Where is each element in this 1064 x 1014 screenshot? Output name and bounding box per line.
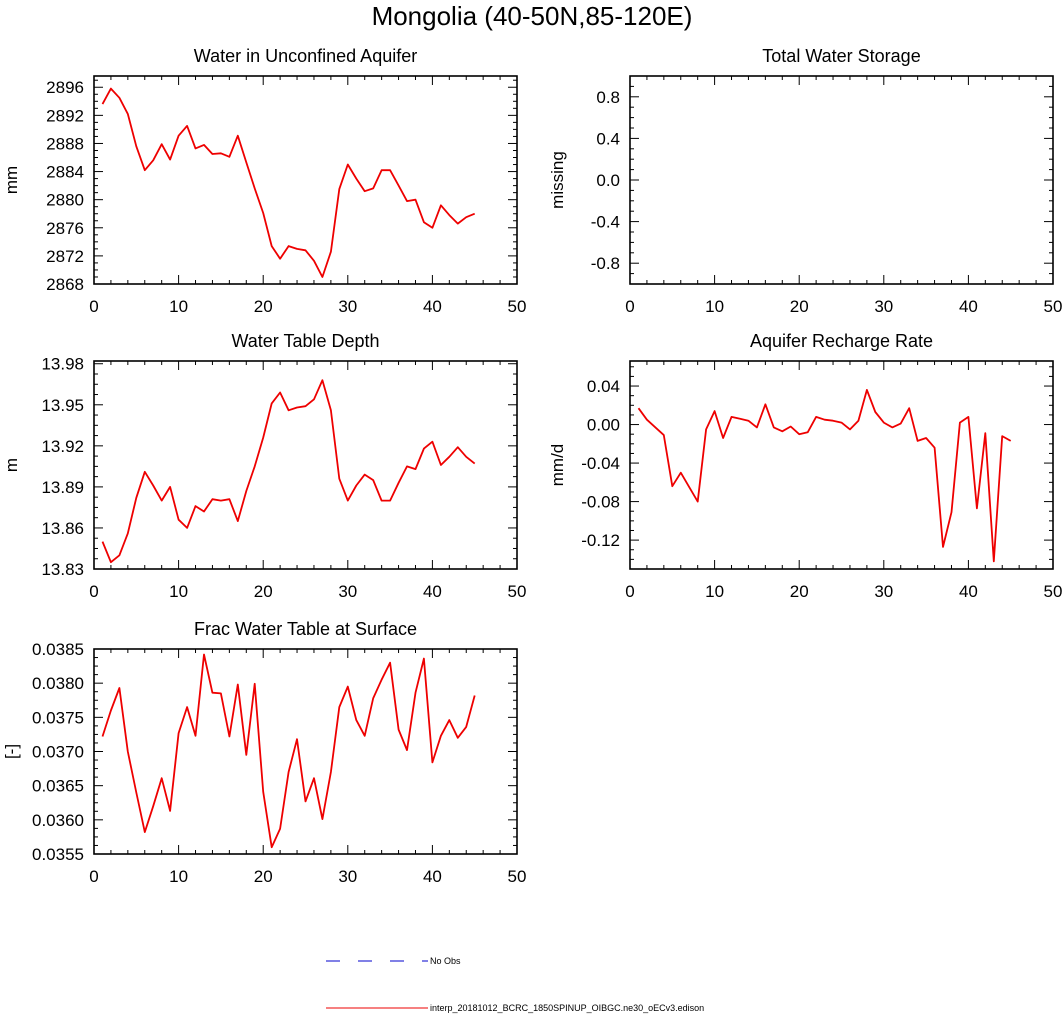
x-tick-label: 50 <box>508 582 527 601</box>
y-tick-label: 13.89 <box>41 478 84 497</box>
x-tick-label: 10 <box>705 582 724 601</box>
page-title: Mongolia (40-50N,85-120E) <box>371 1 693 31</box>
x-tick-label: 10 <box>169 582 188 601</box>
y-tick-label: 0.00 <box>587 416 620 435</box>
x-tick-label: 40 <box>423 867 442 886</box>
plot-frame <box>93 648 518 855</box>
chart-panel-2: Total Water Storage missing 0 10 20 30 40 50 -0.… <box>548 46 1062 316</box>
y-tick-label: 0.8 <box>596 88 620 107</box>
x-tick-label: 30 <box>874 297 893 316</box>
y-axis-label: m <box>2 458 21 472</box>
series-line <box>637 388 1012 563</box>
y-tick-label: 2880 <box>46 191 84 210</box>
y-tick-label: -0.4 <box>591 213 620 232</box>
y-tick-label: 2876 <box>46 219 84 238</box>
chart-panel-1: Water in Unconfined Aquifer mm 0 10 20 30 40 50… <box>2 46 526 316</box>
chart-panel-4: Aquifer Recharge Rate mm/d 0 10 20 30 40 50 -0.1… <box>548 331 1062 601</box>
x-tick-label: 10 <box>705 297 724 316</box>
x-tick-label: 50 <box>508 297 527 316</box>
y-tick-label: 2892 <box>46 106 84 125</box>
y-tick-label: 2888 <box>46 134 84 153</box>
x-tick-label: 20 <box>790 297 809 316</box>
chart-panel-3: Water Table Depth m 0 10 20 30 40 50 13.83 13.86 1… <box>2 331 526 601</box>
x-tick-label: 0 <box>89 297 98 316</box>
x-tick-label: 20 <box>254 582 273 601</box>
y-tick-label: 2884 <box>46 163 84 182</box>
y-tick-label: 2868 <box>46 275 84 294</box>
chart-title: Water Table Depth <box>231 331 379 351</box>
y-axis-label: missing <box>548 151 567 209</box>
x-tick-label: 30 <box>338 867 357 886</box>
y-axis-label: mm/d <box>548 444 567 487</box>
y-tick-label: -0.04 <box>581 454 620 473</box>
y-tick-label: 0.0 <box>596 171 620 190</box>
y-tick-label: 0.4 <box>596 129 620 148</box>
series-line <box>101 379 476 564</box>
x-tick-label: 20 <box>790 582 809 601</box>
y-tick-label: 13.92 <box>41 437 84 456</box>
plot-frame <box>629 360 1054 570</box>
y-tick-label: 0.0385 <box>32 640 84 659</box>
x-tick-label: 50 <box>1044 297 1063 316</box>
y-tick-label: 0.0355 <box>32 845 84 864</box>
x-tick-label: 50 <box>1044 582 1063 601</box>
x-tick-label: 10 <box>169 867 188 886</box>
x-tick-label: 40 <box>959 297 978 316</box>
plot-frame <box>93 360 518 570</box>
x-tick-label: 0 <box>625 297 634 316</box>
y-tick-label: 0.0370 <box>32 743 84 762</box>
x-tick-label: 40 <box>959 582 978 601</box>
x-tick-label: 0 <box>625 582 634 601</box>
x-tick-label: 40 <box>423 582 442 601</box>
chart-title: Aquifer Recharge Rate <box>750 331 933 351</box>
y-tick-label: -0.08 <box>581 493 620 512</box>
y-tick-label: 0.04 <box>587 377 620 396</box>
series-line <box>101 653 476 849</box>
y-tick-label: 0.0380 <box>32 674 84 693</box>
y-tick-label: 13.95 <box>41 396 84 415</box>
x-tick-label: 30 <box>338 582 357 601</box>
y-tick-label: -0.8 <box>591 254 620 273</box>
y-axis-label: [-] <box>2 744 21 759</box>
y-tick-label: -0.12 <box>581 531 620 550</box>
x-tick-label: 40 <box>423 297 442 316</box>
plot-frame <box>629 75 1054 285</box>
x-tick-label: 20 <box>254 297 273 316</box>
x-tick-label: 20 <box>254 867 273 886</box>
y-tick-label: 0.0360 <box>32 811 84 830</box>
y-tick-label: 13.98 <box>41 355 84 374</box>
series-line <box>101 87 476 278</box>
y-tick-label: 13.86 <box>41 519 84 538</box>
x-tick-label: 0 <box>89 867 98 886</box>
x-tick-label: 30 <box>874 582 893 601</box>
plot-frame <box>93 75 518 285</box>
y-tick-label: 2896 <box>46 78 84 97</box>
y-axis-label: mm <box>2 166 21 194</box>
x-tick-label: 50 <box>508 867 527 886</box>
chart-panel-5: Frac Water Table at Surface [-] 0 10 20 30 40 5… <box>2 619 526 886</box>
chart-title: Total Water Storage <box>762 46 920 66</box>
chart-title: Water in Unconfined Aquifer <box>194 46 417 66</box>
y-tick-label: 0.0365 <box>32 777 84 796</box>
x-tick-label: 0 <box>89 582 98 601</box>
x-tick-label: 30 <box>338 297 357 316</box>
x-tick-label: 10 <box>169 297 188 316</box>
y-tick-label: 2872 <box>46 247 84 266</box>
chart-title: Frac Water Table at Surface <box>194 619 417 639</box>
y-tick-label: 0.0375 <box>32 708 84 727</box>
y-tick-label: 13.83 <box>41 560 84 579</box>
